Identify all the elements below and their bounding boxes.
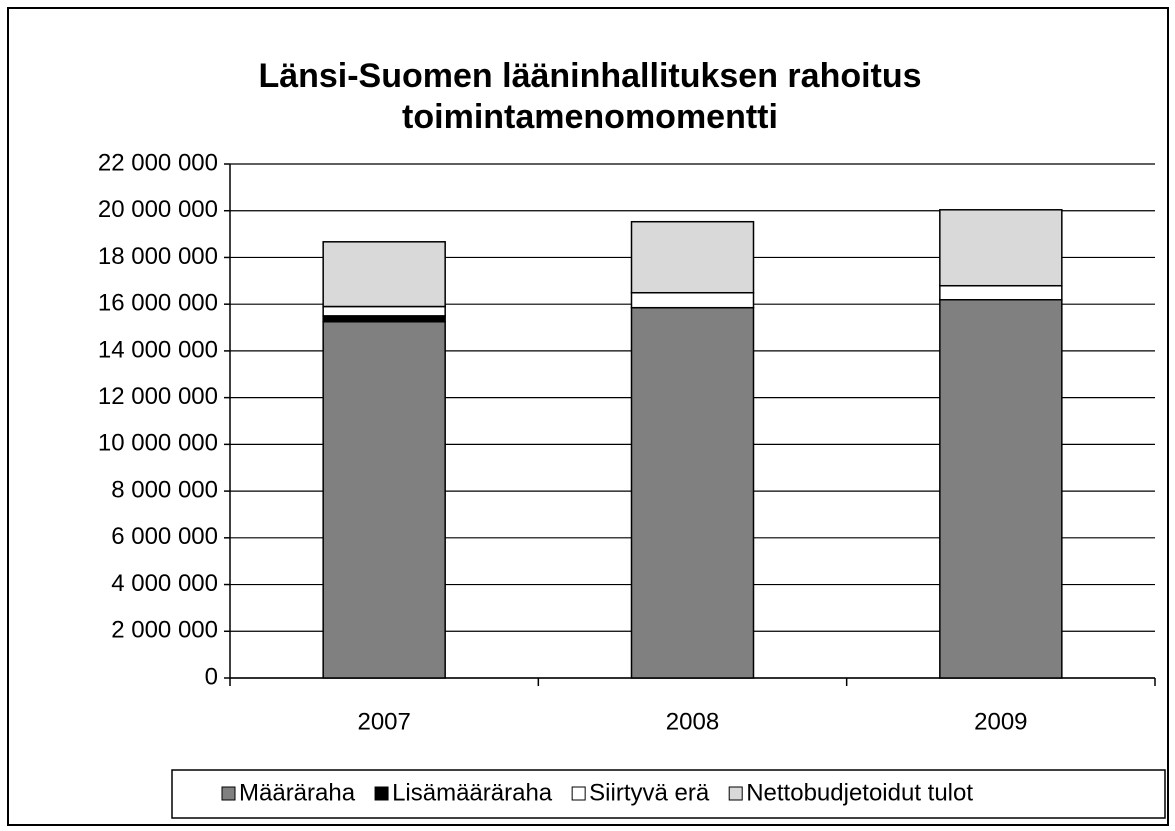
- bar-segment: [322, 241, 446, 308]
- y-tick-label: 0: [205, 663, 218, 690]
- bar-segment: [939, 209, 1063, 287]
- bar-segment: [630, 220, 755, 294]
- bar-segment: [630, 291, 755, 309]
- legend-label: Nettobudjetoidut tulot: [746, 779, 973, 806]
- y-tick-label: 6 000 000: [111, 523, 218, 550]
- bar-segment: [630, 306, 755, 679]
- y-tick-label: 8 000 000: [111, 476, 218, 503]
- legend-box: [171, 769, 1166, 819]
- y-tick-label: 16 000 000: [98, 290, 218, 317]
- legend-swatch: [221, 786, 236, 801]
- y-tick-label: 14 000 000: [98, 336, 218, 363]
- x-tick-label: 2008: [666, 708, 719, 735]
- bar-segment: [322, 315, 446, 323]
- bar-segment: [939, 284, 1063, 301]
- chart-title: Länsi-Suomen lääninhallituksen rahoitus: [258, 57, 921, 95]
- bar-segment: [322, 305, 446, 317]
- y-tick-label: 2 000 000: [111, 617, 218, 644]
- legend-swatch: [571, 786, 586, 801]
- legend-label: Siirtyvä erä: [589, 779, 710, 806]
- x-tick-label: 2009: [974, 708, 1027, 735]
- y-tick-label: 22 000 000: [98, 149, 218, 176]
- x-tick-label: 2007: [357, 708, 410, 735]
- y-tick-label: 4 000 000: [111, 570, 218, 597]
- bar-segment: [939, 298, 1063, 679]
- y-tick-label: 18 000 000: [98, 243, 218, 270]
- legend-label: Lisämääräraha: [392, 779, 553, 806]
- y-tick-label: 20 000 000: [98, 196, 218, 223]
- legend-label: Määräraha: [239, 779, 356, 806]
- y-tick-label: 12 000 000: [98, 383, 218, 410]
- legend-swatch: [374, 786, 389, 801]
- y-tick-label: 10 000 000: [98, 430, 218, 457]
- chart-title: toimintamenomomentti: [402, 98, 778, 136]
- bar-segment: [322, 320, 446, 679]
- legend-swatch: [728, 786, 743, 801]
